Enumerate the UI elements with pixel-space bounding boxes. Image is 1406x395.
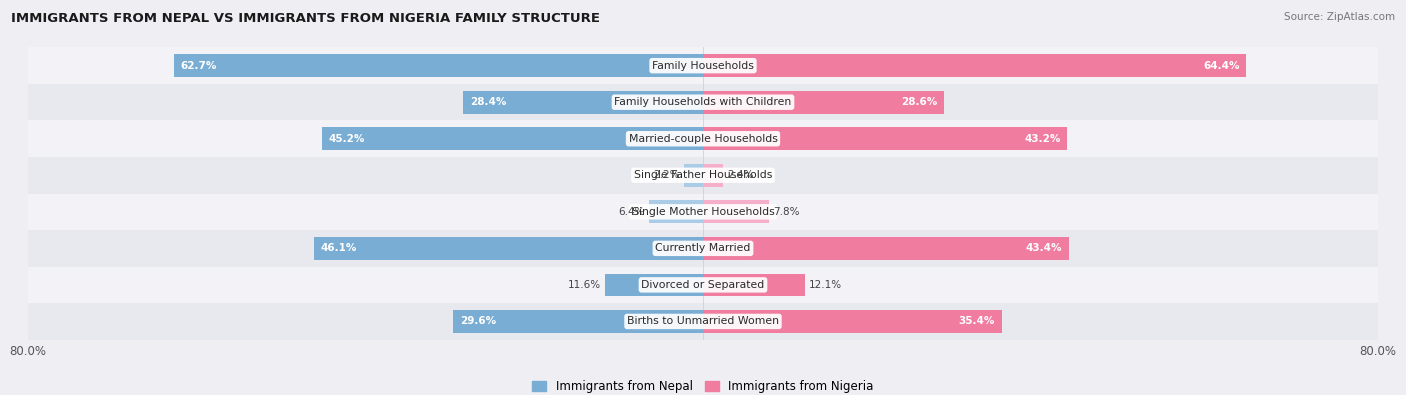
Bar (605, 274, 703, 296)
Bar (464, 91, 703, 113)
Bar (703, 91, 945, 113)
Text: 46.1%: 46.1% (321, 243, 357, 253)
Bar (703, 237, 1069, 260)
Text: 43.4%: 43.4% (1026, 243, 1063, 253)
Text: Family Households: Family Households (652, 61, 754, 71)
Bar (28, 157, 1378, 194)
Bar (174, 55, 703, 77)
Bar (322, 128, 703, 150)
Bar (703, 128, 1067, 150)
Bar (703, 310, 1001, 333)
Text: IMMIGRANTS FROM NEPAL VS IMMIGRANTS FROM NIGERIA FAMILY STRUCTURE: IMMIGRANTS FROM NEPAL VS IMMIGRANTS FROM… (11, 12, 600, 25)
Text: 12.1%: 12.1% (810, 280, 842, 290)
Bar (703, 274, 806, 296)
Bar (28, 194, 1378, 230)
Bar (28, 303, 1378, 340)
Text: 2.2%: 2.2% (654, 170, 681, 180)
Text: Married-couple Households: Married-couple Households (628, 134, 778, 144)
Text: 43.2%: 43.2% (1025, 134, 1060, 144)
Text: 45.2%: 45.2% (329, 134, 364, 144)
Text: Births to Unmarried Women: Births to Unmarried Women (627, 316, 779, 326)
Bar (453, 310, 703, 333)
Text: Family Households with Children: Family Households with Children (614, 97, 792, 107)
Bar (703, 201, 769, 223)
Legend: Immigrants from Nepal, Immigrants from Nigeria: Immigrants from Nepal, Immigrants from N… (527, 376, 879, 395)
Bar (28, 267, 1378, 303)
Text: Single Father Households: Single Father Households (634, 170, 772, 180)
Text: Currently Married: Currently Married (655, 243, 751, 253)
Text: 28.4%: 28.4% (470, 97, 506, 107)
Bar (28, 230, 1378, 267)
Text: 64.4%: 64.4% (1204, 61, 1240, 71)
Text: 35.4%: 35.4% (959, 316, 995, 326)
Text: 2.4%: 2.4% (727, 170, 754, 180)
Bar (28, 84, 1378, 120)
Bar (650, 201, 703, 223)
Bar (685, 164, 703, 186)
Text: Source: ZipAtlas.com: Source: ZipAtlas.com (1284, 12, 1395, 22)
Text: 28.6%: 28.6% (901, 97, 938, 107)
Text: Divorced or Separated: Divorced or Separated (641, 280, 765, 290)
Text: 62.7%: 62.7% (181, 61, 217, 71)
Bar (703, 55, 1246, 77)
Text: 29.6%: 29.6% (460, 316, 496, 326)
Bar (28, 47, 1378, 84)
Bar (28, 120, 1378, 157)
Text: 7.8%: 7.8% (773, 207, 800, 217)
Bar (314, 237, 703, 260)
Text: 6.4%: 6.4% (619, 207, 645, 217)
Text: 11.6%: 11.6% (568, 280, 600, 290)
Bar (703, 164, 723, 186)
Text: Single Mother Households: Single Mother Households (631, 207, 775, 217)
